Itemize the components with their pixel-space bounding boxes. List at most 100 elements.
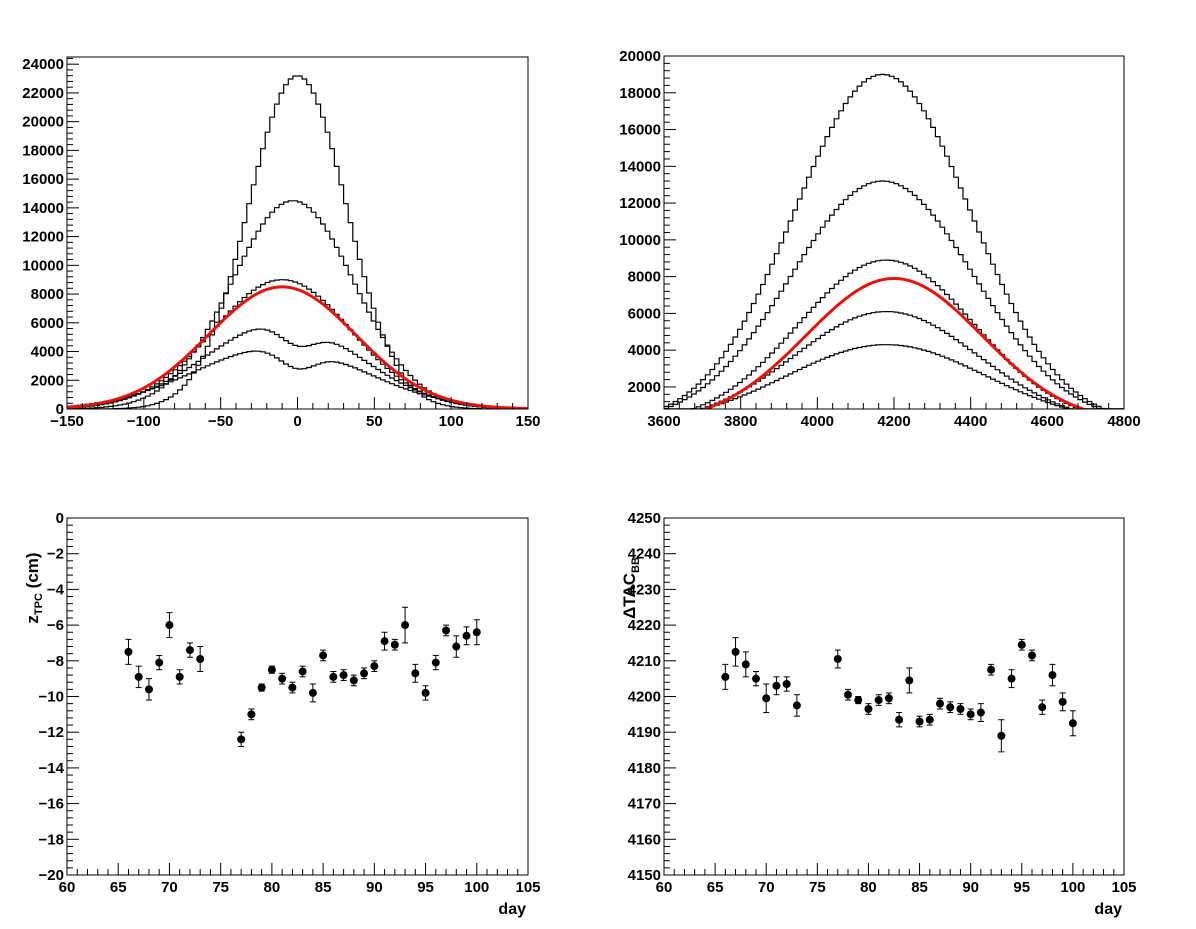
data-point: [329, 671, 338, 683]
data-point: [956, 703, 965, 715]
data-point: [874, 694, 883, 706]
panel-bottom-right: 60 65 70 75 80 85 90 95 100 105 4150 4160 4170 4180 41…: [620, 510, 1137, 918]
data-point: [782, 676, 791, 692]
x-tick-label: 150: [515, 413, 540, 430]
data-point: [308, 683, 317, 703]
data-point: [462, 626, 471, 646]
plot-frame: [66, 517, 529, 876]
data-marker: [267, 665, 276, 674]
y-tick-label: 4250: [628, 510, 661, 527]
y-tick-label: 4200: [628, 689, 661, 706]
y-tick-label: 4150: [628, 867, 661, 884]
y-tick-label: 18000: [619, 85, 661, 102]
data-point: [421, 685, 430, 701]
y-tick-label: 0: [56, 401, 64, 418]
data-marker: [360, 669, 369, 678]
data-marker: [401, 621, 410, 630]
data-marker: [844, 690, 852, 699]
data-marker: [155, 658, 164, 667]
x-tick-label: −150: [50, 413, 84, 430]
data-point: [196, 646, 205, 673]
data-marker: [349, 676, 358, 685]
data-marker: [175, 672, 184, 681]
data-layer: [124, 606, 481, 747]
data-point: [997, 719, 1006, 753]
data-marker: [421, 688, 430, 697]
y-tick-label: 4180: [628, 760, 661, 777]
data-point: [401, 606, 410, 644]
data-marker: [1048, 671, 1057, 680]
x-tick-label: 65: [707, 879, 724, 896]
data-marker: [915, 717, 924, 726]
y-tick-label: 24000: [22, 56, 64, 73]
y-tick-label: −16: [39, 796, 64, 813]
data-point: [237, 731, 246, 747]
data-marker: [431, 658, 440, 667]
y-tick-label: −12: [39, 724, 64, 741]
data-marker: [1028, 651, 1036, 660]
data-marker: [987, 665, 996, 674]
y-tick-label: −20: [39, 867, 64, 884]
data-point: [124, 638, 133, 665]
y-tick-label: 4000: [628, 342, 661, 359]
y-axis-label-sub: TPC: [33, 593, 45, 615]
y-tick-label: 6000: [628, 305, 661, 322]
x-tick-label: 75: [809, 879, 826, 896]
data-point: [762, 683, 771, 714]
y-tick-label: 20000: [22, 114, 64, 131]
y-tick-label: 16000: [22, 171, 64, 188]
data-marker: [772, 681, 781, 690]
histogram-series: [67, 75, 528, 409]
y-tick-label: 4170: [628, 796, 661, 813]
data-marker: [144, 685, 153, 694]
data-marker: [237, 735, 246, 744]
x-tick-label: −100: [127, 413, 161, 430]
data-marker: [752, 674, 760, 683]
data-point: [319, 649, 328, 662]
data-point: [370, 660, 379, 673]
x-tick-label: 80: [264, 879, 281, 896]
y-tick-label: 6000: [31, 315, 64, 332]
data-point: [278, 672, 287, 685]
x-tick-label: 70: [161, 879, 178, 896]
y-tick-label: 10000: [22, 257, 64, 274]
data-marker: [884, 694, 893, 703]
data-point: [905, 667, 914, 694]
y-tick-label: 12000: [22, 229, 64, 246]
data-marker: [298, 667, 307, 676]
histogram-series: [664, 344, 1124, 409]
data-marker: [247, 710, 256, 719]
x-tick-label: 85: [315, 879, 332, 896]
fit-curve: [700, 277, 1088, 409]
data-marker: [956, 704, 965, 713]
data-marker: [308, 688, 317, 697]
y-axis-label-main: ΔTAC: [620, 573, 639, 619]
data-marker: [380, 637, 389, 646]
data-marker: [997, 731, 1006, 740]
x-tick-label: 60: [59, 879, 76, 896]
data-point: [884, 692, 893, 705]
histogram-series: [664, 180, 1124, 409]
y-axis-label-sub: BB: [630, 557, 642, 573]
y-tick-label: −4: [47, 581, 65, 598]
data-point: [257, 683, 266, 692]
x-tick-label: 90: [366, 879, 383, 896]
data-point: [864, 703, 873, 715]
data-marker: [411, 669, 420, 678]
y-tick-label: 4000: [31, 344, 64, 361]
data-point: [1068, 710, 1077, 737]
data-marker: [1007, 674, 1016, 683]
y-tick-label: 8000: [628, 269, 661, 286]
y-tick-label: 14000: [22, 200, 64, 217]
data-marker: [1017, 640, 1026, 649]
data-marker: [966, 710, 975, 719]
data-point: [1038, 699, 1047, 715]
data-marker: [390, 640, 399, 649]
data-point: [1007, 669, 1016, 689]
x-tick-label: 65: [110, 879, 127, 896]
data-marker: [895, 715, 904, 724]
x-tick-label: 75: [212, 879, 229, 896]
data-point: [1017, 638, 1026, 651]
y-tick-label: 20000: [619, 48, 661, 65]
data-point: [741, 651, 750, 678]
